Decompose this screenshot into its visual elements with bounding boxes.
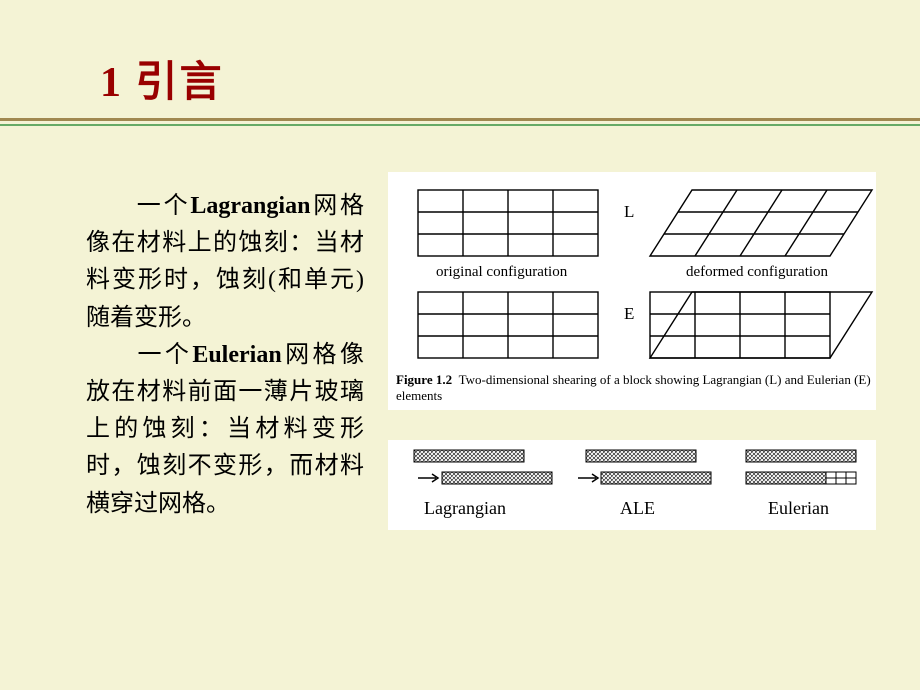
p1-term: Lagrangian xyxy=(190,193,310,219)
page-title: 1 引言 xyxy=(100,48,224,109)
label-ale: ALE xyxy=(620,498,655,519)
fig-caption: Figure 1.2 Two-dimensional shearing of a… xyxy=(396,372,876,405)
p2-term: Eulerian xyxy=(192,342,281,368)
fig-caption-no: Figure 1.2 xyxy=(396,372,452,387)
body-paragraphs: 一个Lagrangian网格像在材料上的蚀刻：当材料变形时，蚀刻(和单元)随着变… xyxy=(86,188,364,523)
p1-lead: 一个 xyxy=(134,193,190,219)
label-orig: original configuration xyxy=(436,264,567,281)
p2-lead: 一个 xyxy=(134,342,192,368)
header-rule-1 xyxy=(0,118,920,121)
label-L: L xyxy=(624,202,634,222)
label-def: deformed configuration xyxy=(686,264,828,281)
header-rule-2 xyxy=(0,124,920,126)
label-E: E xyxy=(624,304,634,324)
figure-meshes-row: Lagrangian ALE Eulerian xyxy=(388,440,876,530)
label-lagrangian: Lagrangian xyxy=(424,498,506,519)
label-eulerian: Eulerian xyxy=(768,498,829,519)
fig-caption-text: Two-dimensional shearing of a block show… xyxy=(396,372,871,403)
figure-1-2: L E original configuration deformed conf… xyxy=(388,172,876,410)
